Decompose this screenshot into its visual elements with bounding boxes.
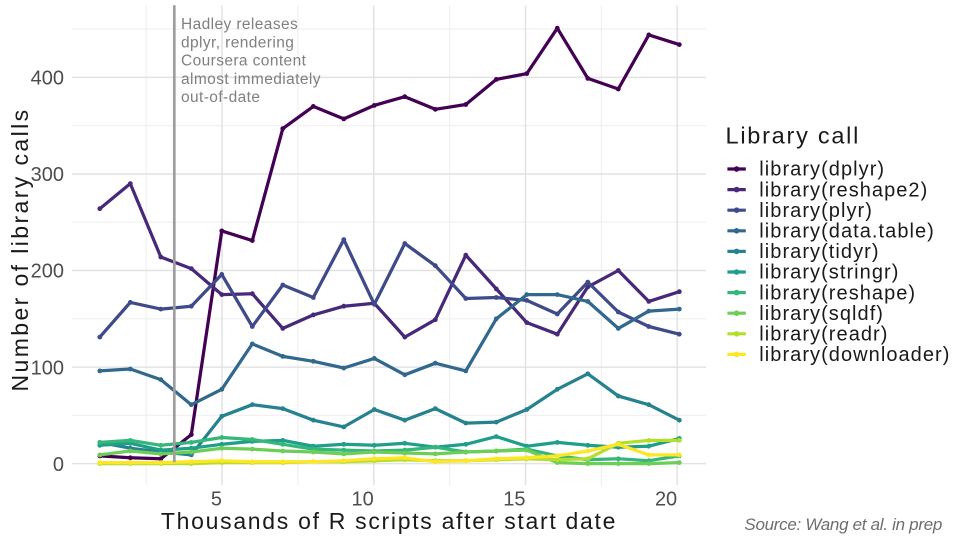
svg-text:0: 0 bbox=[53, 454, 64, 476]
svg-text:library(stringr): library(stringr) bbox=[759, 262, 899, 284]
svg-text:out-of-date: out-of-date bbox=[181, 89, 260, 106]
svg-text:Thousands of R scripts after s: Thousands of R scripts after start date bbox=[161, 508, 617, 534]
svg-text:library(data.table): library(data.table) bbox=[759, 221, 935, 243]
svg-text:Hadley releases: Hadley releases bbox=[181, 16, 298, 33]
svg-text:library(dplyr): library(dplyr) bbox=[759, 159, 885, 181]
svg-text:Coursera content: Coursera content bbox=[181, 53, 307, 70]
svg-text:library(downloader): library(downloader) bbox=[759, 344, 950, 366]
svg-text:300: 300 bbox=[31, 164, 64, 186]
svg-text:20: 20 bbox=[655, 489, 677, 511]
svg-text:almost immediately: almost immediately bbox=[181, 71, 321, 88]
svg-text:Library call: Library call bbox=[726, 123, 861, 149]
svg-text:400: 400 bbox=[31, 68, 64, 90]
svg-text:200: 200 bbox=[31, 261, 64, 283]
svg-text:100: 100 bbox=[31, 357, 64, 379]
svg-text:5: 5 bbox=[211, 489, 222, 511]
svg-text:library(sqldf): library(sqldf) bbox=[759, 303, 884, 325]
svg-text:dplyr, rendering: dplyr, rendering bbox=[181, 34, 294, 51]
svg-text:library(reshape2): library(reshape2) bbox=[759, 179, 928, 201]
svg-text:library(readr): library(readr) bbox=[759, 324, 888, 346]
svg-text:library(reshape): library(reshape) bbox=[759, 282, 916, 304]
svg-text:library(tidyr): library(tidyr) bbox=[759, 241, 879, 263]
svg-text:library(plyr): library(plyr) bbox=[759, 200, 873, 222]
svg-text:Source: Wang et al. in prep: Source: Wang et al. in prep bbox=[744, 515, 942, 534]
svg-text:10: 10 bbox=[352, 489, 374, 511]
svg-text:Number of library calls: Number of library calls bbox=[7, 108, 33, 392]
svg-text:15: 15 bbox=[503, 489, 525, 511]
